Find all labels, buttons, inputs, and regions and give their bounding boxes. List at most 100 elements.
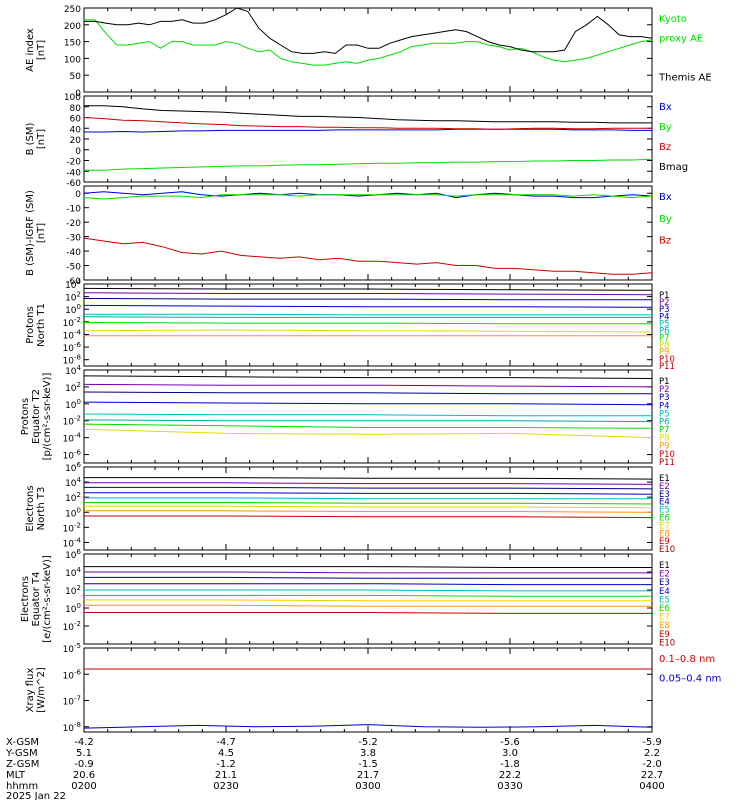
y-tick-label: 10-4 xyxy=(63,328,82,341)
panel-6-frame xyxy=(83,466,653,551)
series-line-p4 xyxy=(83,304,653,308)
legend-entry: E10 xyxy=(659,638,675,648)
y-tick-label: 10-6 xyxy=(63,449,82,462)
y-axis-label: AE index xyxy=(25,28,36,72)
legend-entry: P8 xyxy=(659,434,670,444)
x-axis-row-label: X-GSM xyxy=(6,737,39,748)
y-tick-label: 100 xyxy=(64,55,81,65)
x-axis-value: 0330 xyxy=(497,781,522,792)
x-axis-value: -0.9 xyxy=(74,759,94,770)
y-tick-label: 250 xyxy=(64,5,81,15)
x-axis-row-label: Z-GSM xyxy=(6,759,39,770)
y-tick-label: 20 xyxy=(70,136,82,146)
series-line-by xyxy=(84,158,653,171)
x-axis-value: 3.0 xyxy=(502,748,518,759)
y-tick-label: 80 xyxy=(70,104,82,114)
panel-1-frame xyxy=(83,7,653,93)
y-tick-label: 10-8 xyxy=(63,721,81,734)
x-axis-value: -1.2 xyxy=(216,759,236,770)
legend-entry: E5 xyxy=(659,506,670,516)
legend-entry: P8 xyxy=(659,341,670,351)
y-axis-label: [p/(cm²-s-sr-keV)] xyxy=(42,373,53,461)
series-line-e4 xyxy=(84,583,652,586)
legend-entry: E2 xyxy=(659,482,670,492)
y-tick-label: 104 xyxy=(65,476,81,489)
panel-3-frame xyxy=(83,185,653,281)
series-line-p8 xyxy=(83,329,653,333)
legend-entry: Bmag xyxy=(659,162,688,173)
x-axis-row-label: MLT xyxy=(6,770,26,781)
y-tick-label: 10-2 xyxy=(63,521,81,534)
legend-entry: Themis AE xyxy=(658,73,712,84)
legend-entry: E3 xyxy=(659,490,670,500)
series-line-bmag xyxy=(84,105,652,124)
legend-entry: E4 xyxy=(659,498,670,508)
y-tick-label: 10-4 xyxy=(63,432,82,445)
legend-entry: P4 xyxy=(659,401,670,411)
x-axis-value: -5.2 xyxy=(358,737,378,748)
legend-entry: P9 xyxy=(659,442,670,452)
series-line-p6 xyxy=(83,316,652,318)
y-tick-label: -10 xyxy=(66,205,81,215)
x-axis-value: -2.0 xyxy=(642,759,662,770)
legend-entry: P5 xyxy=(659,319,670,329)
series-line-e4 xyxy=(84,492,653,495)
legend-entry: P9 xyxy=(659,348,670,358)
legend-entry: Bz xyxy=(659,236,671,247)
series-line-e2 xyxy=(84,571,652,574)
y-tick-label: -60 xyxy=(66,179,81,189)
legend-entry: proxy AE xyxy=(659,34,703,45)
y-tick-label: 10-6 xyxy=(63,668,82,681)
series-line-p8 xyxy=(83,428,653,439)
y-tick-label: 100 xyxy=(65,506,81,519)
x-axis-value: 4.5 xyxy=(218,748,234,759)
x-axis-row-label: Y-GSM xyxy=(5,748,38,759)
legend-entry: By xyxy=(659,214,672,225)
series-line-bx xyxy=(84,128,652,133)
legend-entry: P10 xyxy=(659,450,675,460)
panel-4-frame xyxy=(83,283,653,367)
y-axis-label: [e/(cm²-s-sr-keV)] xyxy=(42,555,53,643)
series-line-e6 xyxy=(84,502,653,505)
legend-entry: E6 xyxy=(659,604,670,614)
x-axis-value: 0400 xyxy=(639,781,664,792)
y-tick-label: -40 xyxy=(66,248,81,258)
legend-entry: Bx xyxy=(659,102,672,113)
y-axis-label: B (SM)-IGRF (SM) xyxy=(25,190,36,276)
y-tick-label: 102 xyxy=(65,584,81,597)
series-line-bz xyxy=(83,117,652,130)
x-axis-value: -1.8 xyxy=(500,759,520,770)
y-tick-label: -40 xyxy=(66,168,81,178)
y-axis-label: [nT] xyxy=(36,129,47,149)
legend-entry: P3 xyxy=(659,305,670,315)
series-line-e8 xyxy=(84,510,653,513)
panel-2-frame xyxy=(83,95,653,183)
series-line-p7 xyxy=(83,423,653,429)
series-line-p6 xyxy=(83,419,653,423)
x-axis-value: -1.5 xyxy=(358,759,378,770)
y-axis-label: Electrons xyxy=(20,576,31,622)
x-axis-value: 3.8 xyxy=(360,748,376,759)
y-tick-label: -30 xyxy=(66,234,81,244)
y-tick-label: 106 xyxy=(65,461,81,474)
series-line-e1 xyxy=(84,477,653,480)
series-line-e1 xyxy=(84,566,652,568)
legend-entry: P7 xyxy=(659,426,670,436)
x-axis-value: 21.1 xyxy=(215,770,237,781)
y-axis-label: [nT] xyxy=(36,40,47,60)
series-line-bz xyxy=(83,237,653,275)
legend-entry: P6 xyxy=(659,326,670,336)
y-tick-label: 10-2 xyxy=(63,620,81,633)
legend-entry: Kyoto xyxy=(659,14,687,25)
series-line-e5 xyxy=(84,497,652,500)
y-tick-label: 0 xyxy=(75,147,81,157)
series-line-e7 xyxy=(84,599,652,602)
x-axis-value: 0300 xyxy=(355,781,380,792)
y-tick-label: 102 xyxy=(65,291,81,304)
y-tick-label: -60 xyxy=(66,277,81,287)
series-line-p5 xyxy=(84,313,652,316)
series-line-e9 xyxy=(84,515,653,519)
y-axis-label: Xray flux xyxy=(25,668,36,713)
y-tick-label: 100 xyxy=(64,93,81,103)
